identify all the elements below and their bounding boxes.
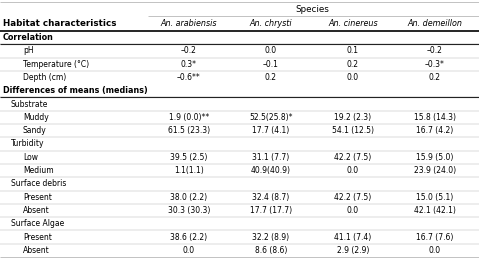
Text: Present: Present <box>23 232 52 241</box>
Text: 41.1 (7.4): 41.1 (7.4) <box>334 232 372 241</box>
Text: 0.2: 0.2 <box>347 60 359 69</box>
Text: 0.1: 0.1 <box>347 46 359 55</box>
Text: 15.8 (14.3): 15.8 (14.3) <box>414 113 456 122</box>
Text: 8.6 (8.6): 8.6 (8.6) <box>255 246 287 255</box>
Text: An. chrysti: An. chrysti <box>250 19 292 28</box>
Text: Depth (cm): Depth (cm) <box>23 73 66 82</box>
Text: Surface debris: Surface debris <box>11 179 67 188</box>
Text: 16.7 (7.6): 16.7 (7.6) <box>416 232 454 241</box>
Text: Absent: Absent <box>23 206 50 215</box>
Text: 0.0: 0.0 <box>347 73 359 82</box>
Text: 30.3 (30.3): 30.3 (30.3) <box>168 206 210 215</box>
Text: An. cinereus: An. cinereus <box>328 19 378 28</box>
Text: 42.1 (42.1): 42.1 (42.1) <box>414 206 456 215</box>
Text: 2.9 (2.9): 2.9 (2.9) <box>337 246 369 255</box>
Text: 31.1 (7.7): 31.1 (7.7) <box>252 153 290 162</box>
Text: Turbidity: Turbidity <box>11 140 45 149</box>
Text: Substrate: Substrate <box>11 100 48 109</box>
Text: 0.0: 0.0 <box>429 246 441 255</box>
Text: –0.2: –0.2 <box>427 46 443 55</box>
Text: 61.5 (23.3): 61.5 (23.3) <box>168 126 210 135</box>
Text: 15.0 (5.1): 15.0 (5.1) <box>416 193 454 202</box>
Text: 16.7 (4.2): 16.7 (4.2) <box>416 126 454 135</box>
Text: An. demeillon: An. demeillon <box>408 19 463 28</box>
Text: 0.3*: 0.3* <box>181 60 197 69</box>
Text: Medium: Medium <box>23 166 54 175</box>
Text: 17.7 (4.1): 17.7 (4.1) <box>252 126 290 135</box>
Text: 17.7 (17.7): 17.7 (17.7) <box>250 206 292 215</box>
Text: –0.3*: –0.3* <box>425 60 445 69</box>
Text: –0.2: –0.2 <box>181 46 197 55</box>
Text: Correlation: Correlation <box>3 33 54 42</box>
Text: 0.0: 0.0 <box>347 166 359 175</box>
Text: 1.9 (0.0)**: 1.9 (0.0)** <box>169 113 209 122</box>
Text: 40.9(40.9): 40.9(40.9) <box>251 166 291 175</box>
Text: 52.5(25.8)*: 52.5(25.8)* <box>249 113 293 122</box>
Text: Habitat characteristics: Habitat characteristics <box>3 19 116 28</box>
Text: 15.9 (5.0): 15.9 (5.0) <box>416 153 454 162</box>
Text: An. arabiensis: An. arabiensis <box>161 19 217 28</box>
Text: 54.1 (12.5): 54.1 (12.5) <box>332 126 374 135</box>
Text: 32.2 (8.9): 32.2 (8.9) <box>252 232 290 241</box>
Text: –0.1: –0.1 <box>263 60 279 69</box>
Text: pH: pH <box>23 46 34 55</box>
Text: 38.6 (2.2): 38.6 (2.2) <box>171 232 207 241</box>
Text: 38.0 (2.2): 38.0 (2.2) <box>171 193 207 202</box>
Text: 23.9 (24.0): 23.9 (24.0) <box>414 166 456 175</box>
Text: 0.0: 0.0 <box>265 46 277 55</box>
Text: 0.0: 0.0 <box>347 206 359 215</box>
Text: 32.4 (8.7): 32.4 (8.7) <box>252 193 290 202</box>
Text: 42.2 (7.5): 42.2 (7.5) <box>334 153 372 162</box>
Text: 39.5 (2.5): 39.5 (2.5) <box>171 153 208 162</box>
Text: Differences of means (medians): Differences of means (medians) <box>3 86 148 95</box>
Text: Surface Algae: Surface Algae <box>11 219 64 228</box>
Text: 0.2: 0.2 <box>429 73 441 82</box>
Text: Sandy: Sandy <box>23 126 47 135</box>
Text: Present: Present <box>23 193 52 202</box>
Text: –0.6**: –0.6** <box>177 73 201 82</box>
Text: 1.1(1.1): 1.1(1.1) <box>174 166 204 175</box>
Text: 0.2: 0.2 <box>265 73 277 82</box>
Text: Species: Species <box>295 4 329 13</box>
Text: Muddy: Muddy <box>23 113 49 122</box>
Text: Low: Low <box>23 153 38 162</box>
Text: 19.2 (2.3): 19.2 (2.3) <box>334 113 372 122</box>
Text: Temperature (°C): Temperature (°C) <box>23 60 89 69</box>
Text: 42.2 (7.5): 42.2 (7.5) <box>334 193 372 202</box>
Text: 0.0: 0.0 <box>183 246 195 255</box>
Text: Absent: Absent <box>23 246 50 255</box>
